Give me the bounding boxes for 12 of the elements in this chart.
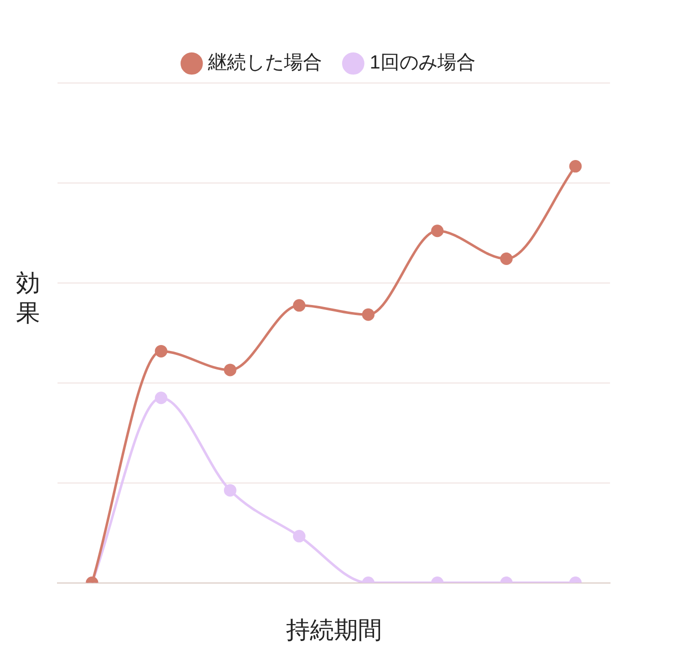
point — [362, 308, 375, 321]
point — [431, 224, 444, 238]
point — [224, 364, 236, 376]
point — [500, 252, 513, 266]
point — [154, 392, 168, 404]
point — [292, 299, 306, 312]
x-axis-title: 持続期間 — [286, 617, 382, 644]
point — [569, 160, 582, 173]
point — [154, 344, 168, 358]
y-axis-title: 効果 — [16, 268, 40, 328]
legend-label: 継続した場合 — [207, 52, 322, 74]
legend-label: 1回のみ場合 — [370, 52, 476, 74]
